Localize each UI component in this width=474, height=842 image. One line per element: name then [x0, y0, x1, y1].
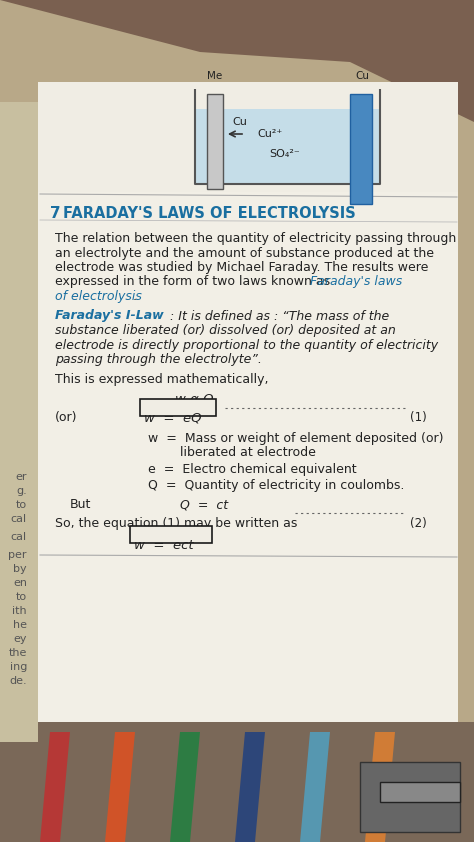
Text: ing: ing: [9, 662, 27, 672]
Text: cal: cal: [11, 532, 27, 542]
Text: .: .: [133, 290, 137, 303]
Bar: [0, 722, 474, 842]
Polygon shape: [40, 732, 70, 842]
Text: e  =  Electro chemical equivalent: e = Electro chemical equivalent: [148, 463, 356, 476]
Polygon shape: [38, 82, 458, 722]
Text: ey: ey: [13, 634, 27, 644]
Text: of electrolysis: of electrolysis: [55, 290, 142, 303]
Polygon shape: [0, 0, 474, 122]
Bar: [207, 94, 223, 189]
Bar: [350, 94, 372, 204]
Text: cal: cal: [11, 514, 27, 524]
Bar: [360, 762, 460, 832]
Text: w  =  Mass or weight of element deposited (or): w = Mass or weight of element deposited …: [148, 432, 444, 445]
Text: electrode is directly proportional to the quantity of electricity: electrode is directly proportional to th…: [55, 338, 438, 351]
Text: Cu: Cu: [233, 117, 247, 127]
Text: per: per: [9, 550, 27, 560]
Text: This is expressed mathematically,: This is expressed mathematically,: [55, 372, 268, 386]
Text: liberated at electrode: liberated at electrode: [180, 446, 316, 460]
Polygon shape: [300, 732, 330, 842]
Text: Q  =  Quantity of electricity in coulombs.: Q = Quantity of electricity in coulombs.: [148, 479, 404, 493]
Text: an electrolyte and the amount of substance produced at the: an electrolyte and the amount of substan…: [55, 247, 434, 259]
Polygon shape: [105, 732, 135, 842]
Text: Me: Me: [207, 71, 223, 81]
Text: electrode was studied by Michael Faraday. The results were: electrode was studied by Michael Faraday…: [55, 261, 428, 274]
Text: SO₄²⁻: SO₄²⁻: [270, 149, 301, 159]
Text: Faraday's I-Law: Faraday's I-Law: [55, 310, 164, 322]
Text: to: to: [16, 592, 27, 602]
Text: : It is defined as : “The mass of the: : It is defined as : “The mass of the: [166, 310, 389, 322]
Polygon shape: [365, 732, 395, 842]
Bar: [38, 82, 458, 192]
Text: by: by: [13, 564, 27, 574]
Text: FARADAY'S LAWS OF ELECTROLYSIS: FARADAY'S LAWS OF ELECTROLYSIS: [63, 206, 356, 221]
Text: The relation between the quantity of electricity passing through: The relation between the quantity of ele…: [55, 232, 456, 245]
Polygon shape: [170, 732, 200, 842]
FancyBboxPatch shape: [140, 398, 216, 415]
Text: expressed in the form of two laws known as: expressed in the form of two laws known …: [55, 275, 334, 289]
Text: g.: g.: [16, 486, 27, 496]
Text: But: But: [70, 498, 91, 511]
Text: the: the: [9, 648, 27, 658]
Text: ith: ith: [12, 606, 27, 616]
Text: Cu: Cu: [355, 71, 369, 81]
Text: 7: 7: [50, 206, 61, 221]
Text: w  =  eQ: w = eQ: [144, 412, 201, 424]
Text: w α Q: w α Q: [175, 393, 213, 406]
Text: Cu²⁺: Cu²⁺: [257, 129, 283, 139]
Text: Q  =  ct: Q = ct: [180, 498, 228, 511]
Text: Faraday's laws: Faraday's laws: [310, 275, 402, 289]
Text: (or): (or): [55, 412, 78, 424]
Bar: [380, 782, 460, 802]
Text: er: er: [16, 472, 27, 482]
FancyBboxPatch shape: [130, 526, 212, 543]
Text: de.: de.: [9, 676, 27, 686]
Bar: [0, 102, 38, 742]
Bar: [196, 109, 379, 184]
Polygon shape: [235, 732, 265, 842]
Text: (1): (1): [410, 412, 427, 424]
Text: substance liberated (or) dissolved (or) deposited at an: substance liberated (or) dissolved (or) …: [55, 324, 396, 337]
Text: So, the equation (1) may be written as: So, the equation (1) may be written as: [55, 516, 297, 530]
Text: he: he: [13, 620, 27, 630]
Text: w  =  ect: w = ect: [134, 539, 193, 552]
Text: (2): (2): [410, 516, 427, 530]
Text: en: en: [13, 578, 27, 588]
Text: to: to: [16, 500, 27, 510]
Text: passing through the electrolyte”.: passing through the electrolyte”.: [55, 353, 262, 366]
